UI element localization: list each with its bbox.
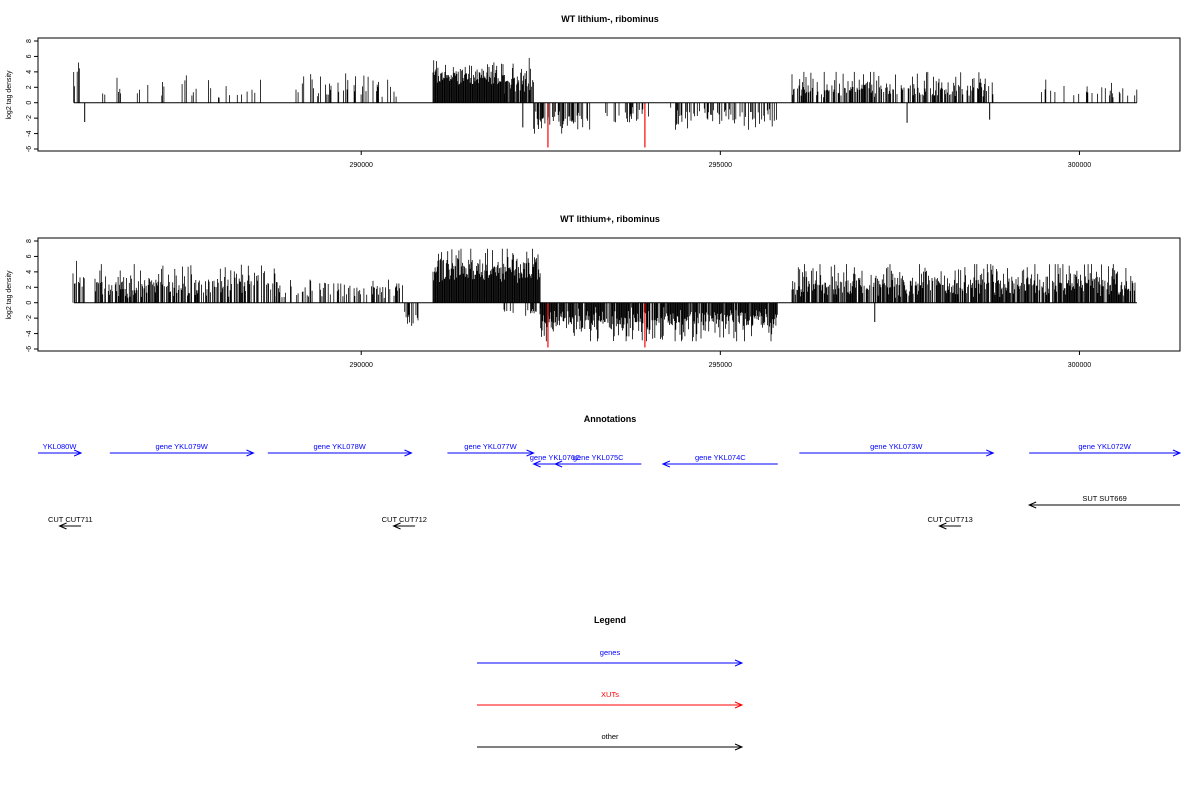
- panel-title: WT lithium+, ribominus: [560, 214, 660, 224]
- signal-bars: [72, 248, 1136, 348]
- feature-label: YKL080W: [43, 442, 78, 451]
- y-tick-label: 6: [26, 54, 33, 58]
- track-panel-lithium-minus: WT lithium-, ribominus log2 tag density …: [6, 14, 1181, 169]
- arrow-head-icon: [553, 460, 563, 468]
- y-tick-label: -4: [26, 130, 33, 136]
- x-axis: 290000 295000 300000: [350, 351, 1091, 369]
- feature-label: gene YKL075C: [573, 453, 624, 462]
- arrow-head-icon: [661, 460, 671, 468]
- y-axis: 8 6 4 2 0 -2 -4 -6: [26, 239, 38, 352]
- feature-gene-ykl075c: gene YKL075C: [553, 453, 642, 468]
- feature-label: CUT CUT712: [382, 515, 427, 524]
- x-tick-label: 300000: [1068, 162, 1091, 169]
- y-tick-label: 4: [26, 270, 33, 274]
- legend-label: other: [601, 732, 619, 741]
- signal-bars: [73, 58, 1138, 148]
- legend-items: genes XUTs other: [477, 648, 744, 751]
- arrow-head-icon: [404, 449, 413, 457]
- x-tick-label: 290000: [350, 162, 373, 169]
- y-axis-label: log2 tag density: [6, 270, 13, 320]
- feature-label: gene YKL079W: [155, 442, 208, 451]
- feature-gene-ykl079w: gene YKL079W: [109, 442, 255, 457]
- arrow-head-icon: [246, 449, 255, 457]
- arrow-head-icon: [532, 460, 541, 468]
- arrow-head-icon: [73, 449, 83, 457]
- y-axis: 8 6 4 2 0 -2 -4 -6: [26, 39, 38, 152]
- feature-gene-ykl074c: gene YKL074C: [661, 453, 778, 468]
- feature-label: gene YKL077W: [464, 442, 517, 451]
- feature-gene-ykl078w: gene YKL078W: [267, 442, 413, 457]
- x-tick-label: 300000: [1068, 362, 1091, 369]
- feature-label: gene YKL078W: [313, 442, 366, 451]
- y-tick-label: 8: [26, 239, 33, 243]
- arrow-head-icon: [734, 659, 744, 667]
- legend-label: XUTs: [601, 690, 619, 699]
- feature-label: CUT CUT713: [928, 515, 973, 524]
- arrow-head-icon: [938, 522, 947, 530]
- legend-item-genes: genes: [477, 648, 744, 667]
- x-tick-label: 290000: [350, 362, 373, 369]
- x-tick-label: 295000: [709, 362, 732, 369]
- feature-cut-cut711: CUT CUT711: [48, 515, 93, 530]
- arrow-head-icon: [734, 743, 744, 751]
- track-panel-lithium-plus: WT lithium+, ribominus log2 tag density …: [6, 214, 1181, 369]
- y-tick-label: -6: [26, 346, 33, 352]
- y-tick-label: 2: [26, 285, 33, 289]
- feature-label: gene YKL074C: [695, 453, 746, 462]
- feature-sut-sut669: SUT SUT669: [1027, 494, 1180, 509]
- legend-item-other: other: [477, 732, 744, 751]
- y-tick-label: 0: [26, 301, 33, 305]
- arrow-head-icon: [526, 449, 535, 457]
- feature-label: gene YKL076C: [530, 453, 581, 462]
- arrow-head-icon: [1172, 449, 1182, 457]
- feature-label: SUT SUT669: [1082, 494, 1126, 503]
- arrow-head-icon: [58, 522, 67, 530]
- y-tick-label: -2: [26, 115, 33, 121]
- y-tick-label: -2: [26, 315, 33, 321]
- legend-item-xuts: XUTs: [477, 690, 744, 709]
- annotation-features: YKL080W gene YKL079W gene YKL078W gene YKL0…: [38, 442, 1182, 530]
- arrow-head-icon: [986, 449, 995, 457]
- feature-cut-cut713: CUT CUT713: [928, 515, 973, 530]
- x-tick-label: 295000: [709, 162, 732, 169]
- plot-frame: [37, 37, 1181, 152]
- plot-frame: [37, 237, 1181, 352]
- feature-label: CUT CUT711: [48, 515, 93, 524]
- y-tick-label: 4: [26, 70, 33, 74]
- feature-gene-ykl072w: gene YKL072W: [1029, 442, 1182, 457]
- y-tick-label: -4: [26, 330, 33, 336]
- arrow-head-icon: [392, 522, 401, 530]
- arrow-head-icon: [734, 701, 744, 709]
- y-axis-label: log2 tag density: [6, 70, 13, 120]
- annotations-title: Annotations: [584, 414, 637, 424]
- arrow-head-icon: [1027, 501, 1037, 509]
- feature-gene-ykl077w: gene YKL077W: [447, 442, 535, 457]
- legend-title: Legend: [594, 615, 626, 625]
- annotations-panel: Annotations YKL080W gene YKL079W gene YKL0…: [38, 414, 1182, 530]
- y-tick-label: -6: [26, 146, 33, 152]
- feature-gene-ykl073w: gene YKL073W: [799, 442, 995, 457]
- feature-label: gene YKL073W: [870, 442, 923, 451]
- feature-ykl080w: YKL080W: [38, 442, 83, 457]
- legend: Legend genes XUTs other: [477, 615, 744, 751]
- feature-cut-cut712: CUT CUT712: [382, 515, 427, 530]
- y-tick-label: 6: [26, 254, 33, 258]
- y-tick-label: 0: [26, 101, 33, 105]
- feature-label: gene YKL072W: [1078, 442, 1131, 451]
- panel-title: WT lithium-, ribominus: [561, 14, 659, 24]
- legend-label: genes: [600, 648, 621, 657]
- x-axis: 290000 295000 300000: [350, 151, 1091, 169]
- y-tick-label: 2: [26, 85, 33, 89]
- y-tick-label: 8: [26, 39, 33, 43]
